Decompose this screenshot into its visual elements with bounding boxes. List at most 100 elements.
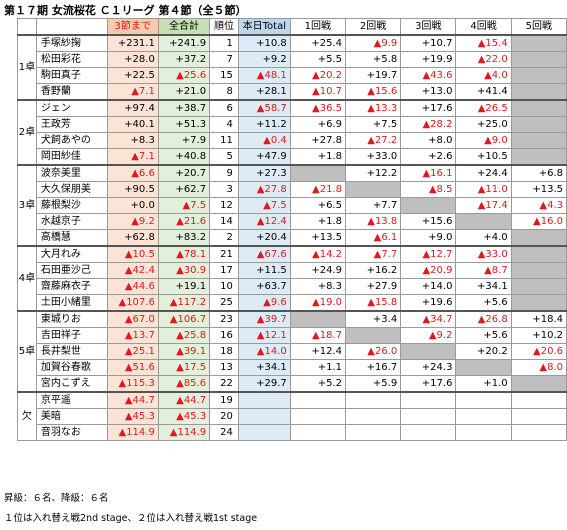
- game-4-cell: +34.1: [455, 278, 512, 295]
- game-5-cell: [510, 148, 567, 166]
- rank-cell: 1: [209, 34, 239, 52]
- game-4-cell: [455, 408, 512, 425]
- game-1-cell: [289, 391, 346, 409]
- game-1-cell: [289, 424, 346, 441]
- game-2-cell: ▲7.7: [344, 245, 402, 263]
- game-4-cell: ▲8.7: [455, 262, 512, 279]
- header-grand-total: 全合計: [157, 18, 211, 36]
- game-3-cell: ▲12.7: [400, 245, 457, 263]
- game-4-cell: ▲22.0: [455, 51, 512, 68]
- header-rank: 順位: [209, 18, 239, 36]
- footer-promotion: 昇級：６名、降級：６名: [4, 493, 109, 504]
- game-4-cell: ▲9.0: [455, 132, 512, 149]
- game-3-cell: [400, 197, 457, 214]
- table-group-label: 4卓: [17, 245, 37, 312]
- game-5-cell: [510, 424, 567, 441]
- grand-total-cell: +51.3: [157, 116, 211, 133]
- game-4-cell: +20.2: [455, 343, 512, 360]
- table-row: 高橋慧 +62.8 +83.2 2 +20.4 +13.5 ▲6.1 +9.0 +4.0: [18, 229, 567, 247]
- table-row: 2卓 ジェン +97.4 +38.7 6 ▲58.7 ▲36.5 ▲13.3 +17.6 ▲26.…: [17, 99, 567, 166]
- player-name: 岡田紗佳: [35, 148, 108, 166]
- game-4-cell: +5.6: [455, 294, 512, 312]
- today-total-cell: +28.1: [237, 83, 291, 101]
- game-1-cell: +27.8: [289, 132, 346, 149]
- rank-cell: 23: [209, 310, 239, 328]
- game-2-cell: +5.9: [344, 375, 402, 393]
- table-row: 齋藤麻衣子 ▲44.6 +19.1 10 +63.7 +8.3 +27.9 +14.0 +34.…: [18, 278, 567, 295]
- header-game-4: 4回戦: [455, 18, 512, 36]
- rank-cell: 12: [209, 197, 239, 214]
- rank-cell: 17: [209, 262, 239, 279]
- grand-total-cell: +19.1: [157, 278, 211, 295]
- game-1-cell: +5.2: [289, 375, 346, 393]
- table-group-label: 2卓: [17, 99, 37, 166]
- today-total-cell: ▲7.5: [237, 197, 291, 214]
- game-3-cell: +17.6: [400, 375, 457, 393]
- grand-total-cell: +40.8: [157, 148, 211, 166]
- player-name: 京平遥: [35, 391, 108, 409]
- player-name: 高橋慧: [35, 229, 108, 247]
- game-2-cell: +16.2: [344, 262, 402, 279]
- table-group-label: 1卓: [17, 34, 37, 101]
- table-row: 香野蘭 ▲7.1 +21.0 8 +28.1 ▲10.7 ▲15.6 +13.0 +41.4: [18, 83, 567, 101]
- game-2-cell: ▲6.1: [344, 229, 402, 247]
- table-group-label: 5卓: [17, 310, 37, 393]
- today-total-cell: +29.7: [237, 375, 291, 393]
- game-1-cell: +5.5: [289, 51, 346, 68]
- grand-total-cell: ▲106.7: [157, 310, 211, 328]
- rank-cell: 2: [209, 229, 239, 247]
- prev-total-cell: ▲13.7: [106, 327, 159, 344]
- game-5-cell: [510, 99, 567, 117]
- grand-total-cell: +21.0: [157, 83, 211, 101]
- game-3-cell: ▲16.1: [400, 164, 457, 182]
- game-5-cell: [510, 67, 567, 84]
- today-total-cell: ▲12.4: [237, 213, 291, 230]
- game-5-cell: ▲8.0: [510, 359, 567, 376]
- prev-total-cell: +28.0: [106, 51, 159, 68]
- prev-total-cell: ▲51.6: [106, 359, 159, 376]
- game-3-cell: +17.6: [400, 99, 457, 117]
- game-3-cell: +10.7: [400, 34, 457, 52]
- game-4-cell: +24.4: [455, 164, 512, 182]
- game-3-cell: +19.9: [400, 51, 457, 68]
- game-4-cell: [455, 391, 512, 409]
- footer-playoff: １位は入れ替え戦2nd stage、２位は入れ替え戦1st stage: [4, 513, 258, 524]
- player-name: 東城りお: [35, 310, 108, 328]
- rank-cell: 4: [209, 116, 239, 133]
- header-game-5: 5回戦: [510, 18, 567, 36]
- game-4-cell: [455, 213, 512, 230]
- game-5-cell: [510, 83, 567, 101]
- player-name: 美暗: [35, 408, 108, 425]
- player-name: 藤根梨沙: [35, 197, 108, 214]
- game-5-cell: [510, 132, 567, 149]
- game-5-cell: [510, 34, 567, 52]
- player-name: 齋藤麻衣子: [35, 278, 108, 295]
- game-1-cell: ▲14.2: [289, 245, 346, 263]
- game-3-cell: +13.0: [400, 83, 457, 101]
- game-3-cell: [400, 391, 457, 409]
- game-4-cell: +1.0: [455, 375, 512, 393]
- header-game-1: 1回戦: [289, 18, 346, 36]
- game-2-cell: ▲9.9: [344, 34, 402, 52]
- game-5-cell: +13.5: [510, 181, 567, 198]
- prev-total-cell: ▲10.5: [106, 245, 159, 263]
- table-row: 石田亜沙己 ▲42.4 ▲30.9 17 +11.5 +24.9 +16.2 ▲20.9 ▲8.…: [18, 262, 567, 279]
- game-1-cell: +24.9: [289, 262, 346, 279]
- table-row: 土田小緒里 ▲107.6 ▲117.2 25 ▲9.6 ▲19.0 ▲15.8 +19.6 +5…: [18, 294, 567, 312]
- table-row: 1卓 手塚紗掬 +231.1 +241.9 1 +10.8 +25.4 ▲9.9 +10.7 ▲1…: [17, 34, 567, 101]
- table-row: 欠京平遥 ▲44.7 ▲44.7 19: [17, 391, 567, 441]
- prev-total-cell: ▲25.1: [106, 343, 159, 360]
- game-2-cell: +7.5: [344, 116, 402, 133]
- header-prev-total: 3節まで: [106, 18, 159, 36]
- grand-total-cell: +62.7: [157, 181, 211, 198]
- game-2-cell: [344, 181, 402, 198]
- today-total-cell: [237, 408, 291, 425]
- today-total-cell: +27.3: [237, 164, 291, 182]
- game-1-cell: +12.4: [289, 343, 346, 360]
- game-1-cell: ▲36.5: [289, 99, 346, 117]
- prev-total-cell: +22.5: [106, 67, 159, 84]
- rank-cell: 10: [209, 278, 239, 295]
- table-row: 美暗 ▲45.3 ▲45.3 20: [18, 408, 567, 425]
- grand-total-cell: ▲39.1: [157, 343, 211, 360]
- game-3-cell: ▲34.7: [400, 310, 457, 328]
